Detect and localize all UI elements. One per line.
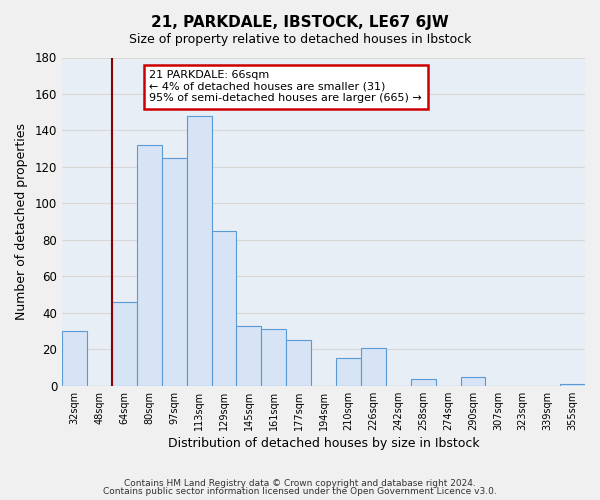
Text: Contains HM Land Registry data © Crown copyright and database right 2024.: Contains HM Land Registry data © Crown c… [124, 478, 476, 488]
X-axis label: Distribution of detached houses by size in Ibstock: Distribution of detached houses by size … [168, 437, 479, 450]
Text: Size of property relative to detached houses in Ibstock: Size of property relative to detached ho… [129, 32, 471, 46]
Bar [262, 330, 286, 386]
Bar [411, 378, 436, 386]
Bar [187, 116, 212, 386]
Bar [336, 358, 361, 386]
Bar [62, 331, 87, 386]
Text: Contains public sector information licensed under the Open Government Licence v3: Contains public sector information licen… [103, 487, 497, 496]
Bar [137, 145, 162, 386]
Bar [560, 384, 585, 386]
Bar [461, 376, 485, 386]
Bar [236, 326, 262, 386]
Text: 21, PARKDALE, IBSTOCK, LE67 6JW: 21, PARKDALE, IBSTOCK, LE67 6JW [151, 15, 449, 30]
Y-axis label: Number of detached properties: Number of detached properties [15, 123, 28, 320]
Bar [162, 158, 187, 386]
Bar [112, 302, 137, 386]
Text: 21 PARKDALE: 66sqm
← 4% of detached houses are smaller (31)
95% of semi-detached: 21 PARKDALE: 66sqm ← 4% of detached hous… [149, 70, 422, 104]
Bar [286, 340, 311, 386]
Bar [361, 348, 386, 386]
Bar [212, 231, 236, 386]
